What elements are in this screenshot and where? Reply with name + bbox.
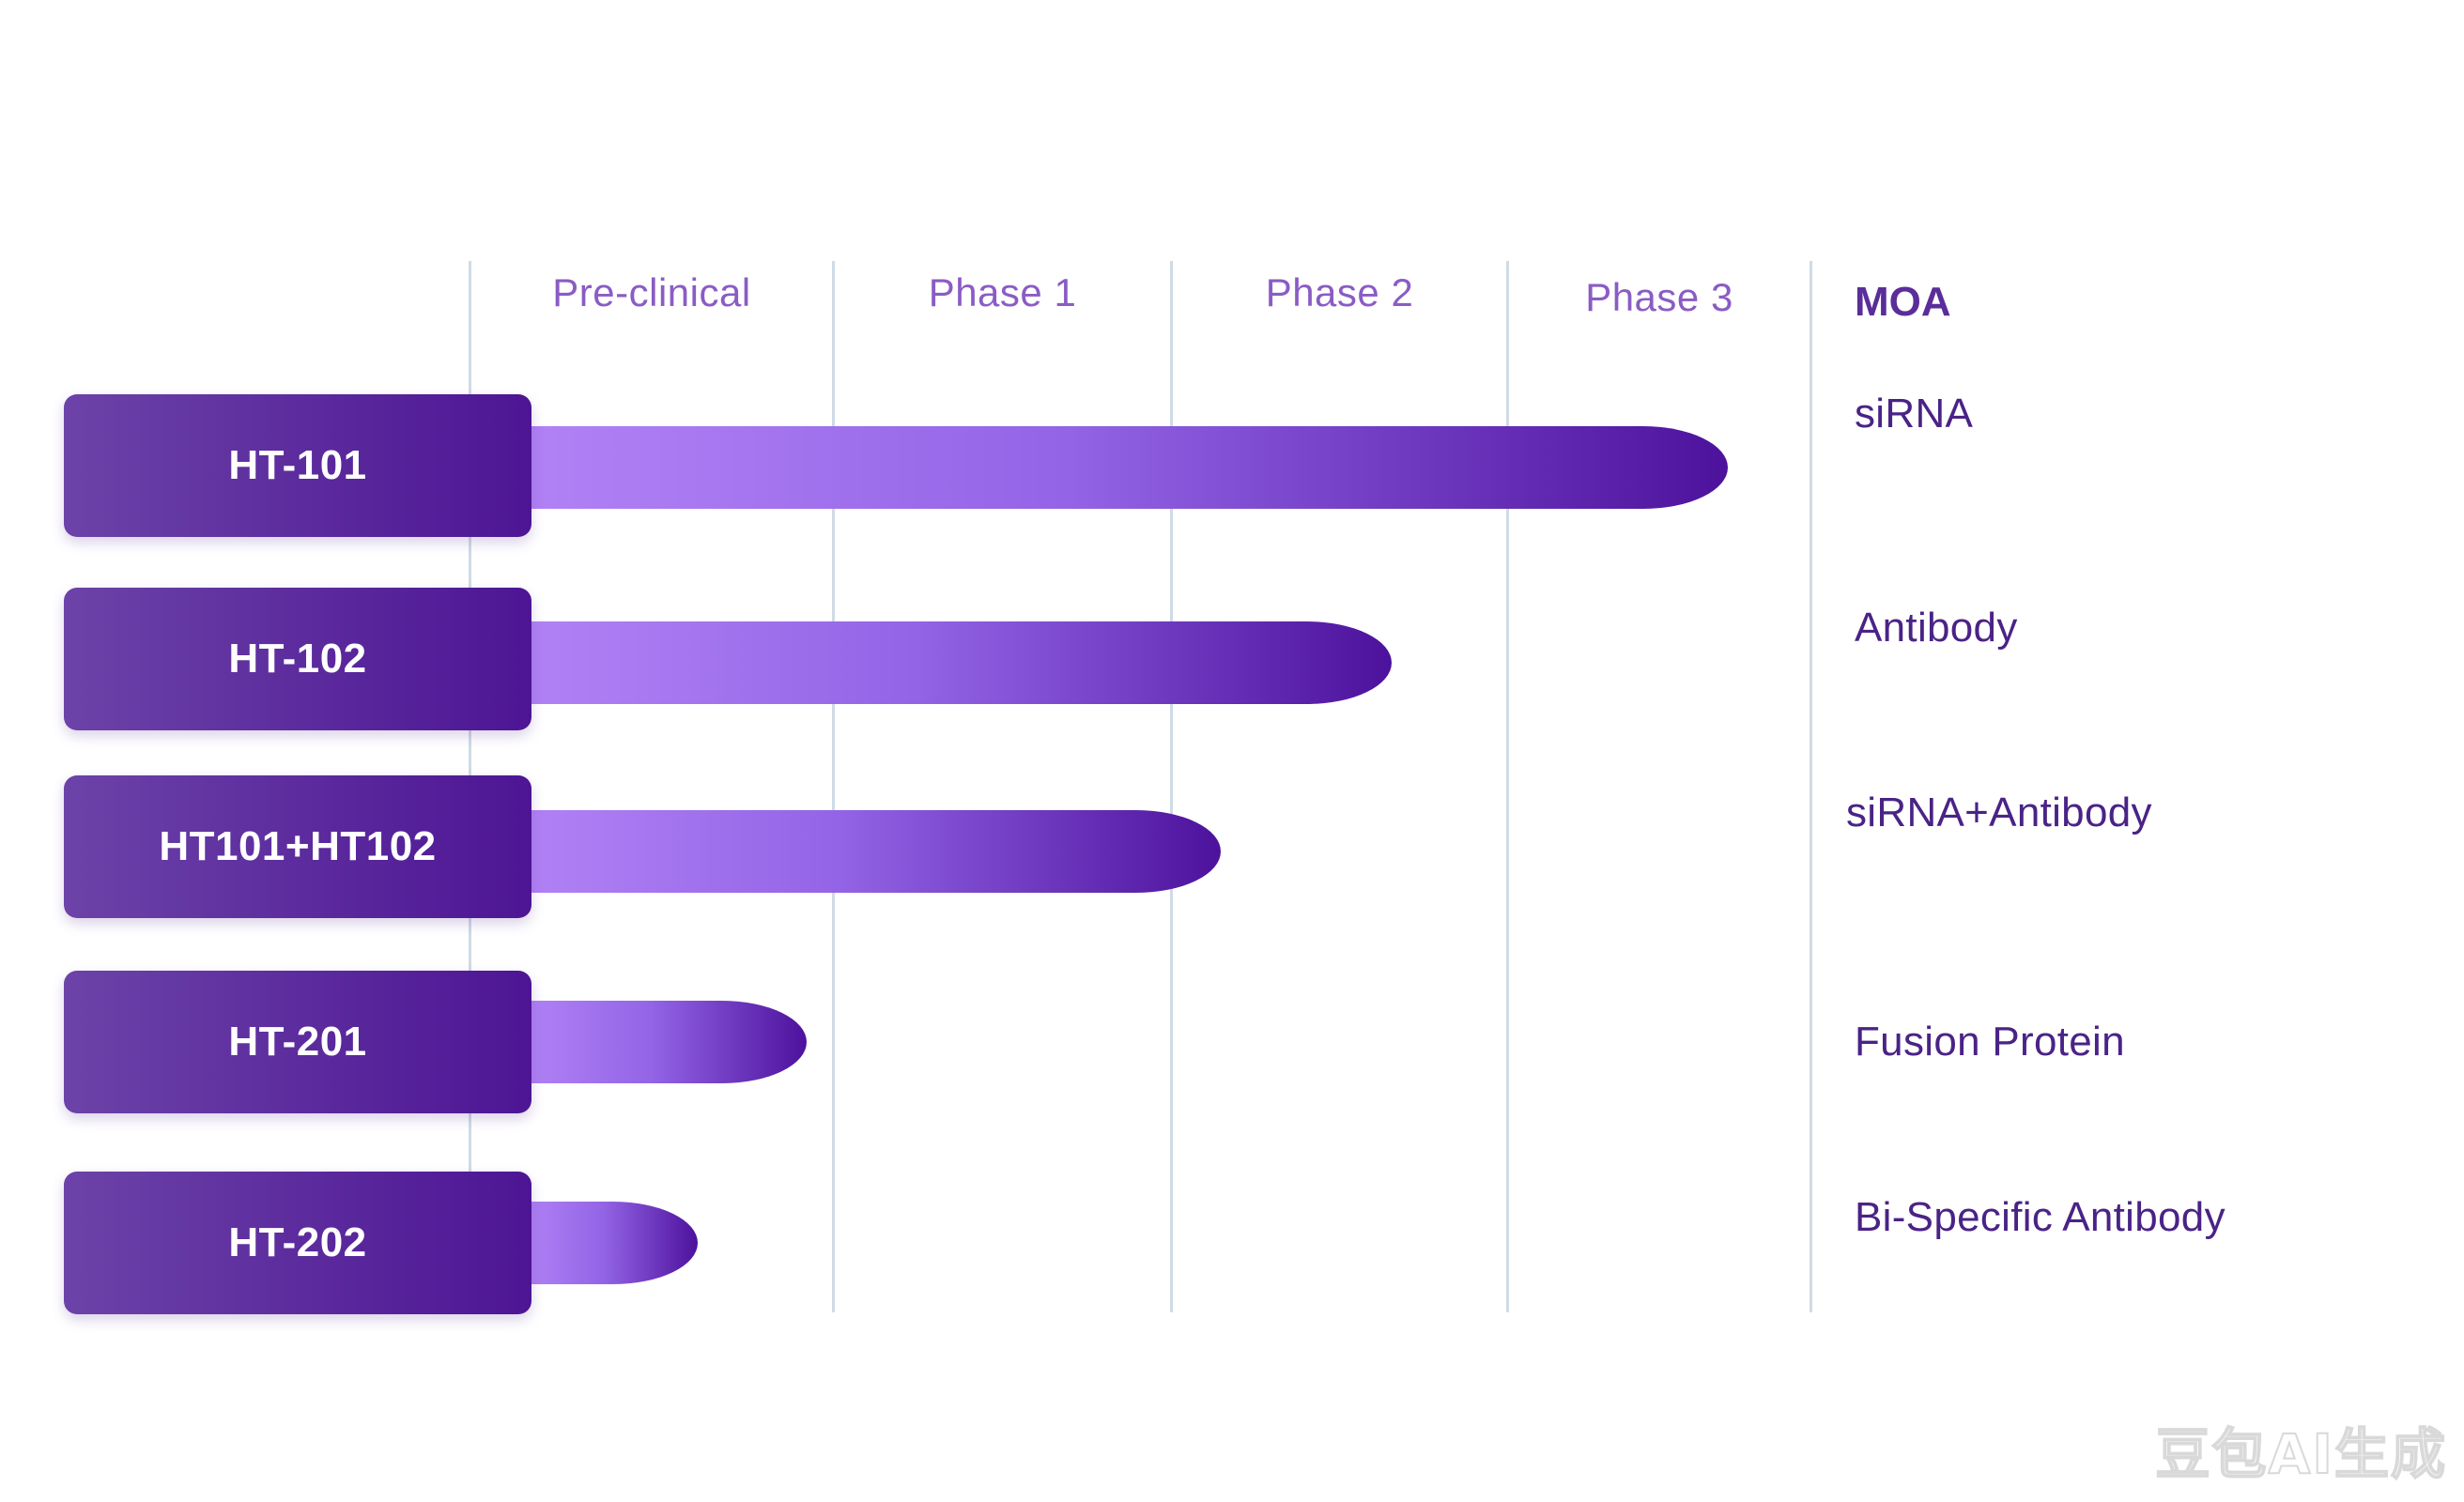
progress-bar — [526, 810, 1221, 893]
divider-line — [1170, 261, 1173, 1312]
divider-line — [832, 261, 835, 1312]
progress-bar — [526, 621, 1393, 704]
moa-label: siRNA+Antibody — [1846, 789, 2152, 835]
moa-label: Antibody — [1855, 605, 2018, 651]
moa-label: Fusion Protein — [1855, 1019, 2125, 1065]
program-label-box: HT-201 — [64, 971, 531, 1113]
progress-bar — [526, 426, 1728, 509]
watermark-text: 豆包AI生成 — [2155, 1421, 2447, 1487]
phase-header-phase-1: Phase 1 — [928, 270, 1077, 314]
progress-bar — [526, 1001, 807, 1083]
divider-line — [1810, 261, 1812, 1312]
moa-label: siRNA — [1855, 391, 1974, 437]
phase-header-phase-3: Phase 3 — [1585, 275, 1733, 319]
moa-header: MOA — [1855, 279, 1951, 325]
divider-line — [1506, 261, 1509, 1312]
program-label-box: HT101+HT102 — [64, 775, 531, 918]
program-label-box: HT-101 — [64, 394, 531, 537]
progress-bar — [526, 1202, 698, 1284]
phase-header-phase-2: Phase 2 — [1265, 270, 1414, 314]
program-label-box: HT-202 — [64, 1172, 531, 1314]
moa-label: Bi-Specific Antibody — [1855, 1194, 2225, 1240]
program-label-box: HT-102 — [64, 588, 531, 730]
phase-header-preclinical: Pre-clinical — [552, 270, 751, 314]
